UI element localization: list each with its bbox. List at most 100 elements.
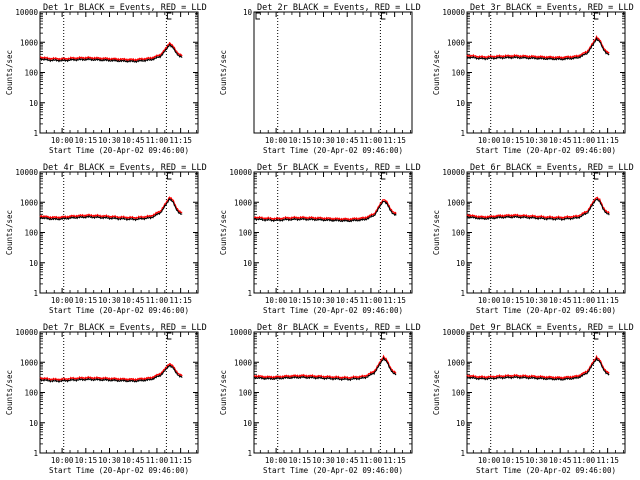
- x-tick-label: 10:30: [98, 456, 121, 465]
- y-axis-label: Counts/sec: [219, 370, 228, 415]
- y-tick-label: 10: [29, 419, 39, 428]
- y-tick-label: 100: [451, 389, 465, 398]
- x-tick-label: 11:15: [596, 296, 619, 305]
- panel-title: Det 7r BLACK = Events, RED = LLD: [43, 323, 207, 333]
- y-tick-label: 1000: [234, 198, 253, 207]
- y-tick-label: 1000: [447, 38, 466, 47]
- y-tick-label: 1: [33, 289, 38, 298]
- x-tick-label: 11:15: [169, 136, 192, 145]
- y-tick-label: 100: [451, 229, 465, 238]
- x-tick-label: 10:45: [336, 136, 359, 145]
- panel-title: Det 9r BLACK = Events, RED = LLD: [470, 323, 634, 333]
- panel-title: Det 3r BLACK = Events, RED = LLD: [470, 3, 634, 13]
- y-tick-label: 1: [33, 449, 38, 458]
- series-events-line: [253, 200, 397, 223]
- panel-5: Det 5r BLACK = Events, RED = LLD 1 10 100 10…: [219, 163, 421, 315]
- y-tick-label: 1: [460, 129, 465, 138]
- x-tick-label: 10:15: [289, 296, 312, 305]
- marker-bracket: [166, 172, 172, 180]
- marker-bracket: [593, 172, 599, 180]
- y-tick-label: 100: [451, 69, 465, 78]
- y-tick-label: 10000: [15, 8, 38, 17]
- panel-title: Det 5r BLACK = Events, RED = LLD: [257, 163, 421, 173]
- x-tick-label: 10:45: [549, 136, 572, 145]
- x-tick-label: 11:15: [383, 296, 406, 305]
- x-tick-label: 11:15: [596, 136, 619, 145]
- series-lld-line: [466, 196, 610, 220]
- series-lld-line: [253, 199, 397, 221]
- x-tick-label: 10:15: [289, 456, 312, 465]
- y-tick-label: 1000: [20, 358, 39, 367]
- y-tick-label: 10: [243, 8, 253, 17]
- panel-title: Det 6r BLACK = Events, RED = LLD: [470, 163, 634, 173]
- y-axis-label: Counts/sec: [5, 370, 14, 415]
- x-tick-label: 10:15: [502, 296, 525, 305]
- x-tick-label: 10:30: [98, 136, 121, 145]
- x-tick-label: 11:00: [573, 296, 596, 305]
- x-tick-label: 10:30: [525, 296, 548, 305]
- x-axis-label: Start Time (20-Apr-02 09:46:00): [263, 306, 403, 315]
- x-axis-label: Start Time (20-Apr-02 09:46:00): [476, 306, 616, 315]
- plot-frame: [253, 11, 413, 134]
- series-events-line: [466, 198, 610, 222]
- y-tick-label: 1000: [20, 38, 39, 47]
- panel-7: Det 7r BLACK = Events, RED = LLD 1 10 100 10…: [5, 323, 207, 475]
- series-lld-line: [253, 354, 397, 380]
- y-tick-label: 10000: [229, 328, 252, 337]
- marker-bracket: [380, 12, 386, 20]
- y-tick-label: 10: [29, 99, 39, 108]
- x-tick-label: 11:00: [360, 136, 383, 145]
- x-tick-label: 11:15: [383, 456, 406, 465]
- x-tick-label: 10:30: [525, 456, 548, 465]
- marker-bracket: [593, 12, 599, 20]
- x-tick-label: 11:00: [146, 456, 169, 465]
- y-tick-label: 1000: [20, 198, 39, 207]
- x-tick-label: 10:30: [312, 296, 335, 305]
- x-tick-label: 10:00: [51, 296, 74, 305]
- marker-bracket: [255, 12, 260, 20]
- series-lld-line: [466, 354, 610, 380]
- y-tick-label: 1: [460, 289, 465, 298]
- y-tick-label: 10: [243, 259, 253, 268]
- x-tick-label: 11:00: [573, 456, 596, 465]
- y-tick-label: 100: [238, 229, 252, 238]
- x-tick-label: 11:00: [146, 296, 169, 305]
- y-tick-label: 10: [243, 419, 253, 428]
- y-tick-label: 10000: [442, 328, 465, 337]
- y-axis-label: Counts/sec: [5, 50, 14, 95]
- y-tick-label: 1: [247, 289, 252, 298]
- panel-title: Det 1r BLACK = Events, RED = LLD: [43, 3, 207, 13]
- panel-title: Det 4r BLACK = Events, RED = LLD: [43, 163, 207, 173]
- x-tick-label: 11:15: [169, 456, 192, 465]
- series-lld-line: [39, 363, 183, 382]
- y-tick-label: 10: [456, 99, 466, 108]
- panel-1: Det 1r BLACK = Events, RED = LLD 1 10 100 10…: [5, 3, 207, 155]
- x-tick-label: 11:00: [360, 456, 383, 465]
- x-tick-label: 10:00: [478, 296, 501, 305]
- y-tick-label: 10000: [442, 168, 465, 177]
- x-tick-label: 11:00: [146, 136, 169, 145]
- y-tick-label: 1000: [447, 358, 466, 367]
- x-axis-label: Start Time (20-Apr-02 09:46:00): [263, 466, 403, 475]
- x-axis-label: Start Time (20-Apr-02 09:46:00): [476, 146, 616, 155]
- y-tick-label: 100: [24, 69, 38, 78]
- y-tick-label: 10000: [15, 168, 38, 177]
- series-events-line: [466, 36, 610, 61]
- panel-title: Det 8r BLACK = Events, RED = LLD: [257, 323, 421, 333]
- x-tick-label: 10:00: [265, 136, 288, 145]
- x-tick-label: 10:45: [336, 296, 359, 305]
- x-axis-label: Start Time (20-Apr-02 09:46:00): [49, 146, 189, 155]
- x-tick-label: 11:15: [169, 296, 192, 305]
- x-tick-label: 10:15: [75, 456, 98, 465]
- x-tick-label: 11:15: [383, 136, 406, 145]
- x-axis-label: Start Time (20-Apr-02 09:46:00): [263, 146, 403, 155]
- y-tick-label: 10000: [442, 8, 465, 17]
- series-events-line: [253, 356, 397, 382]
- panel-3: Det 3r BLACK = Events, RED = LLD 1 10 100 10…: [432, 3, 634, 155]
- x-tick-label: 10:30: [312, 456, 335, 465]
- y-tick-label: 1: [33, 129, 38, 138]
- x-tick-label: 10:30: [312, 136, 335, 145]
- x-tick-label: 10:45: [336, 456, 359, 465]
- y-axis-label: Counts/sec: [432, 50, 441, 95]
- y-axis-label: Counts/sec: [432, 370, 441, 415]
